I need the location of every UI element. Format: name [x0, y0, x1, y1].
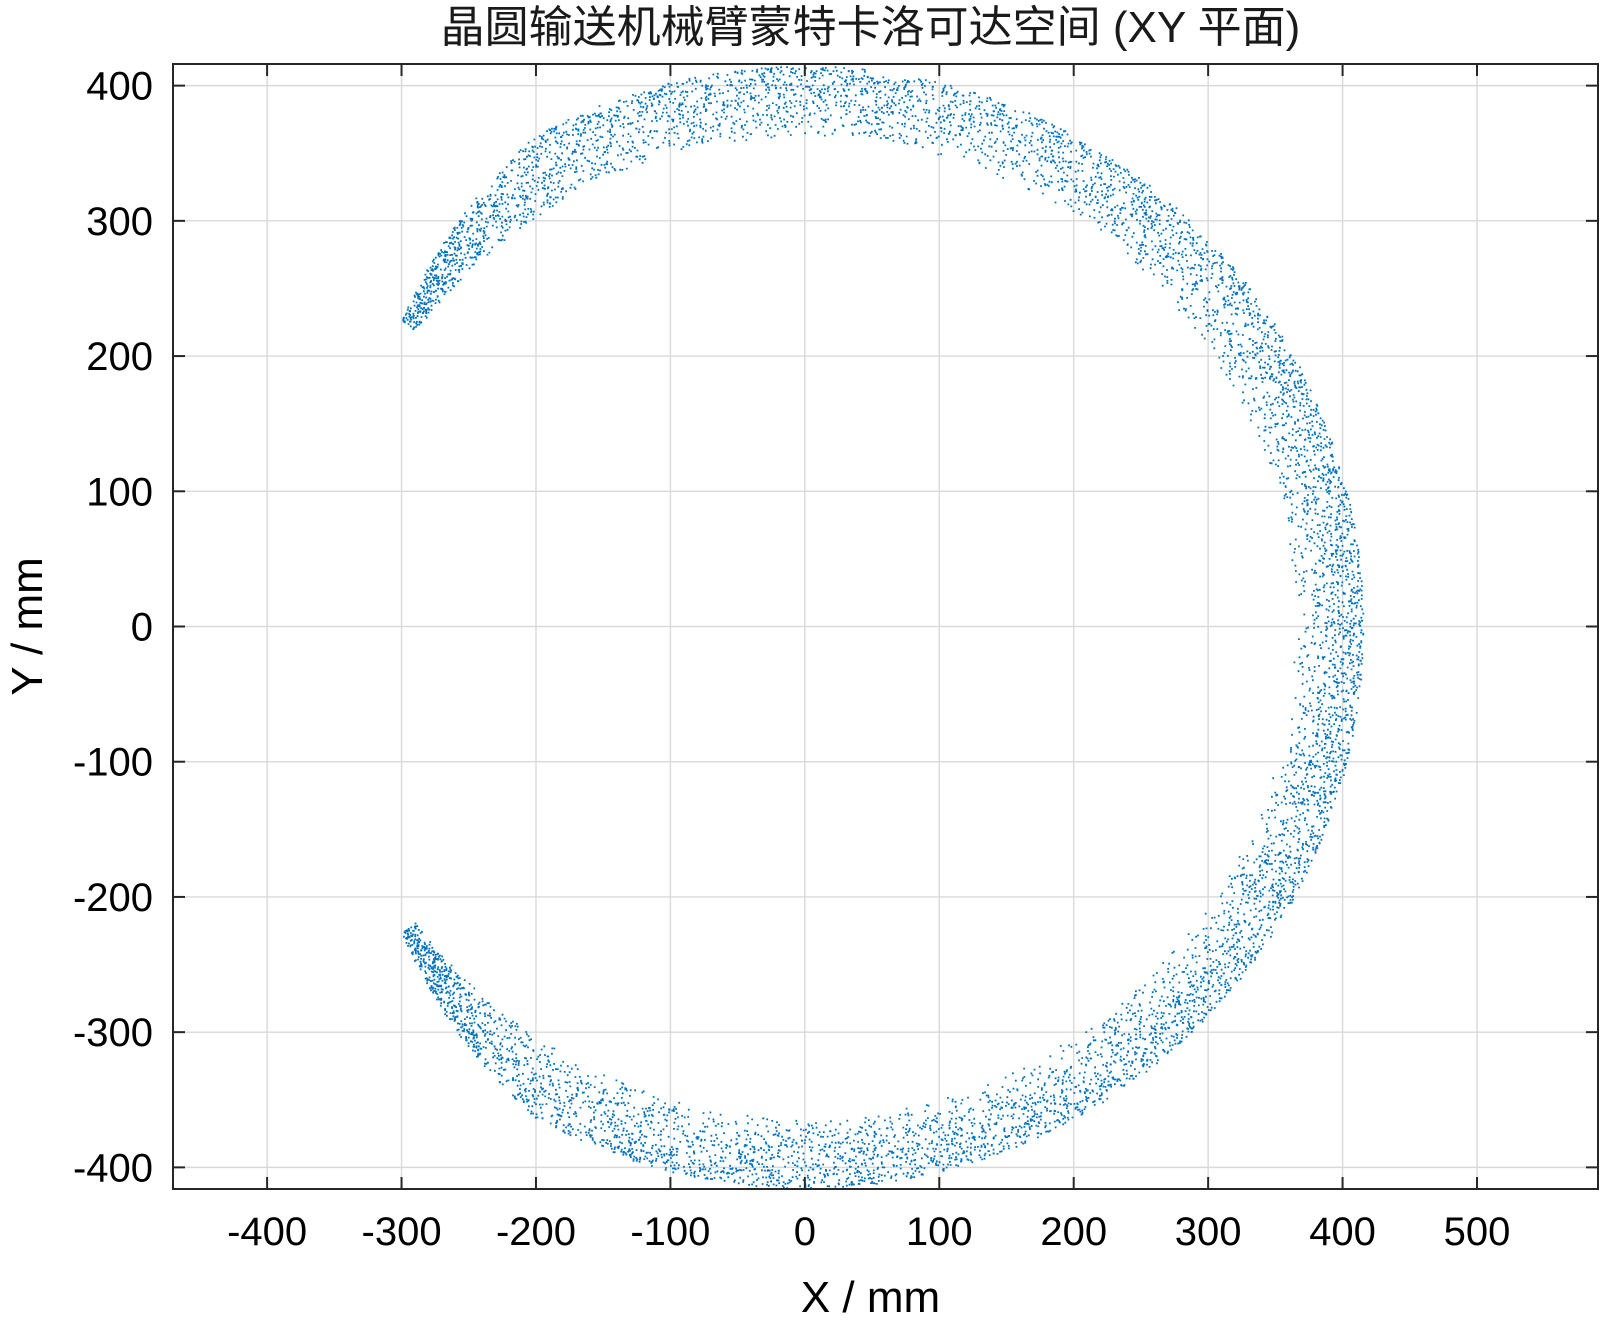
- x-tick-label: 500: [1444, 1210, 1511, 1254]
- y-tick-label: 200: [86, 335, 153, 379]
- x-tick-label: -100: [630, 1210, 710, 1254]
- y-tick-label: 400: [86, 65, 153, 109]
- x-tick-label: -300: [362, 1210, 442, 1254]
- scatter-points: [402, 66, 1365, 1190]
- x-tick-label: 100: [906, 1210, 973, 1254]
- series-points: [402, 66, 1365, 1190]
- y-tick-label: 300: [86, 200, 153, 244]
- x-tick-label: 0: [794, 1210, 816, 1254]
- y-axis-label: Y / mm: [3, 557, 52, 696]
- x-tick-label: -200: [496, 1210, 576, 1254]
- axis-ticks: [173, 64, 1598, 1189]
- y-tick-label: 0: [131, 606, 153, 650]
- x-axis-label: X / mm: [801, 1273, 940, 1320]
- chart-title: 晶圆输送机械臂蒙特卡洛可达空间 (XY 平面): [441, 3, 1301, 52]
- y-tick-label: 100: [86, 470, 153, 514]
- x-tick-label: 400: [1309, 1210, 1376, 1254]
- x-tick-label: 200: [1040, 1210, 1107, 1254]
- y-tick-label: -400: [73, 1146, 153, 1190]
- y-tick-label: -300: [73, 1011, 153, 1055]
- x-tick-label: -400: [227, 1210, 307, 1254]
- tick-labels: -400 -300 -200 -100 0 100 200 300 400 500 -400 -300…: [73, 65, 1510, 1254]
- y-tick-label: -200: [73, 876, 153, 920]
- y-tick-label: -100: [73, 741, 153, 785]
- grid: [173, 64, 1598, 1189]
- x-tick-label: 300: [1175, 1210, 1242, 1254]
